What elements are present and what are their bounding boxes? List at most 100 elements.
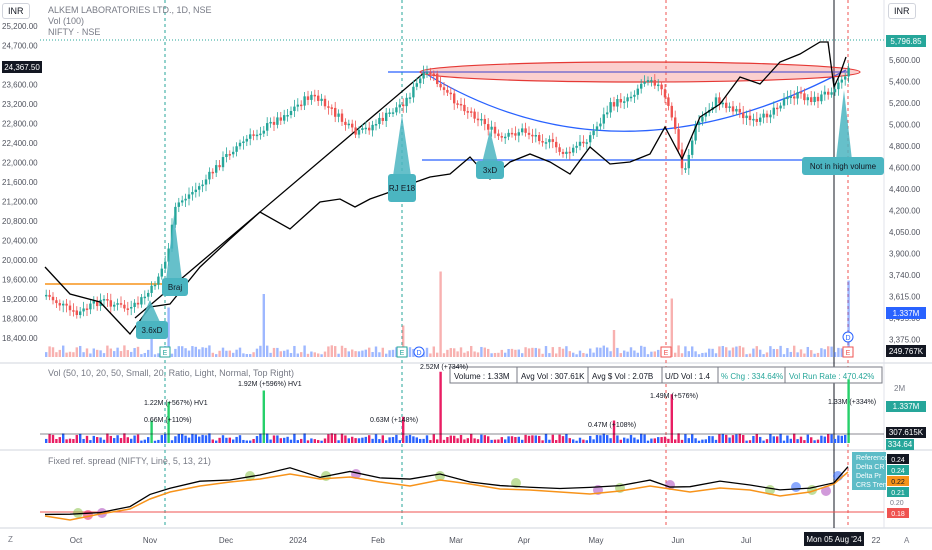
- candle-body: [446, 89, 449, 93]
- event-marker-e2[interactable]: E: [396, 346, 408, 358]
- volume-bar: [680, 439, 684, 443]
- volume-bar: [776, 436, 779, 443]
- volume-bar: [116, 435, 119, 443]
- event-marker-e3[interactable]: E: [660, 346, 672, 358]
- volume-bar: [99, 437, 102, 443]
- candle-body: [296, 104, 299, 107]
- volume-bar: [317, 440, 320, 443]
- volume-bar: [568, 438, 571, 443]
- candle-body: [327, 106, 330, 108]
- left-tick-label: 19,600.00: [2, 276, 38, 285]
- vol-label-1: 1.92M (+596%) HV1: [238, 381, 302, 388]
- volume-bar: [276, 435, 279, 443]
- candle-body: [419, 78, 422, 84]
- price-pane-volume-bar: [674, 352, 677, 357]
- candle-body: [589, 135, 592, 143]
- candle-body: [527, 132, 531, 135]
- event-marker-e1[interactable]: E: [159, 346, 171, 358]
- candle-body: [164, 261, 167, 269]
- volume-bar: [429, 440, 432, 443]
- price-pane-volume-bar: [837, 347, 840, 357]
- candle-body: [150, 285, 153, 293]
- volume-bar: [181, 434, 184, 443]
- volume-bar: [351, 436, 354, 443]
- volume-bar: [480, 434, 483, 443]
- currency-button-right[interactable]: INR: [888, 3, 916, 19]
- candle-body: [102, 299, 106, 301]
- candle-body: [640, 83, 643, 89]
- price-pane-volume-bar: [810, 350, 813, 357]
- zoom-icon-left[interactable]: Z: [8, 535, 13, 544]
- rs-legend-4: CRS Trend: [856, 482, 891, 489]
- stat-chg: % Chg : 334.64%: [721, 372, 783, 381]
- candle-body: [140, 297, 143, 305]
- price-pane-volume-bar: [823, 349, 826, 357]
- candle-body: [215, 165, 218, 173]
- event-marker-d1[interactable]: D: [413, 346, 425, 358]
- event-marker-d2[interactable]: D: [842, 331, 854, 343]
- price-pane-volume-bar: [847, 280, 850, 357]
- price-pane-volume-bar: [255, 348, 259, 357]
- price-pane-volume-bar: [796, 352, 799, 357]
- vol-axis-2m: 2M: [894, 384, 905, 393]
- volume-bar: [677, 433, 680, 443]
- candle-body: [514, 133, 517, 136]
- price-pane-volume-bar: [259, 345, 262, 357]
- header-line-3: NIFTY · NSE: [48, 27, 100, 37]
- x-tick-label: 2024: [289, 536, 307, 545]
- volume-bar: [259, 433, 262, 443]
- price-pane-volume-bar: [463, 352, 466, 357]
- price-pane-volume-bar: [578, 350, 582, 357]
- price-pane-volume-bar: [289, 353, 293, 357]
- candle-body: [816, 96, 820, 102]
- price-pane-volume-bar: [701, 352, 704, 357]
- volume-bar: [786, 435, 789, 443]
- price-pane-volume-bar: [123, 345, 126, 357]
- price-pane-volume-bar: [167, 307, 170, 357]
- event-marker-e4[interactable]: E: [842, 346, 854, 358]
- volume-bar: [347, 438, 350, 443]
- candle-body: [595, 126, 599, 131]
- price-pane-volume-bar: [58, 349, 61, 357]
- currency-button-left[interactable]: INR: [2, 3, 30, 19]
- candle-body: [470, 111, 473, 113]
- candle-body: [602, 114, 605, 124]
- rs-badge-1: [887, 454, 909, 464]
- volume-bar: [606, 435, 609, 443]
- price-pane-volume-bar: [769, 346, 772, 357]
- price-pane-volume-bar: [813, 353, 816, 357]
- volume-bar: [174, 436, 177, 443]
- volume-bar: [799, 436, 803, 443]
- price-pane-volume-bar: [113, 351, 116, 357]
- volume-bar: [198, 436, 201, 443]
- volume-bar: [187, 437, 191, 443]
- candle-body: [415, 83, 418, 87]
- volume-bar: [215, 440, 218, 443]
- candle-body: [507, 132, 510, 137]
- price-pane-volume-bar: [721, 346, 724, 357]
- auto-scale-icon[interactable]: A: [904, 536, 910, 545]
- volume-bar: [208, 433, 211, 443]
- price-pane-volume-bar: [830, 346, 833, 357]
- volume-bar: [68, 438, 72, 443]
- candle-body: [89, 303, 92, 310]
- candle-body: [643, 81, 646, 84]
- volume-bar: [565, 433, 568, 443]
- volume-bar: [670, 394, 673, 443]
- price-pane-volume-bar: [623, 350, 626, 357]
- price-pane-volume-bar: [592, 352, 595, 357]
- candle-body: [674, 117, 677, 130]
- x-tick-label: Nov: [143, 536, 157, 545]
- candle-body: [575, 145, 578, 148]
- price-pane-volume-bar: [704, 352, 707, 357]
- candle-body: [629, 96, 633, 99]
- volume-bar: [79, 433, 82, 443]
- candle-body: [779, 105, 782, 109]
- nifty-line: [44, 41, 847, 336]
- left-tick-label: 19,200.00: [2, 295, 38, 304]
- volume-bar: [844, 434, 847, 443]
- candle-body: [242, 141, 245, 144]
- rs-badge-1-text: 0.24: [891, 457, 905, 464]
- candle-body: [218, 165, 221, 168]
